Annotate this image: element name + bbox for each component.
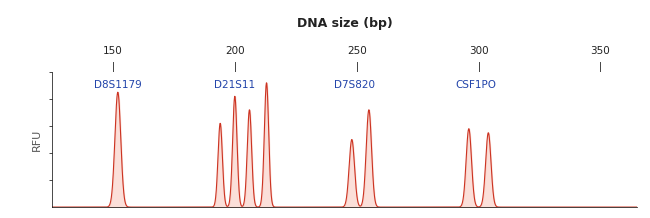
Text: D7S820: D7S820 (333, 80, 375, 90)
Text: 200: 200 (225, 46, 244, 56)
Text: 150: 150 (103, 46, 123, 56)
Text: D21S11: D21S11 (214, 80, 255, 90)
Text: 350: 350 (591, 46, 610, 56)
Text: 250: 250 (347, 46, 367, 56)
Text: DNA size (bp): DNA size (bp) (296, 17, 393, 31)
Text: CSF1PO: CSF1PO (456, 80, 497, 90)
Text: D8S1179: D8S1179 (94, 80, 142, 90)
Text: 300: 300 (469, 46, 488, 56)
Y-axis label: RFU: RFU (32, 128, 42, 151)
